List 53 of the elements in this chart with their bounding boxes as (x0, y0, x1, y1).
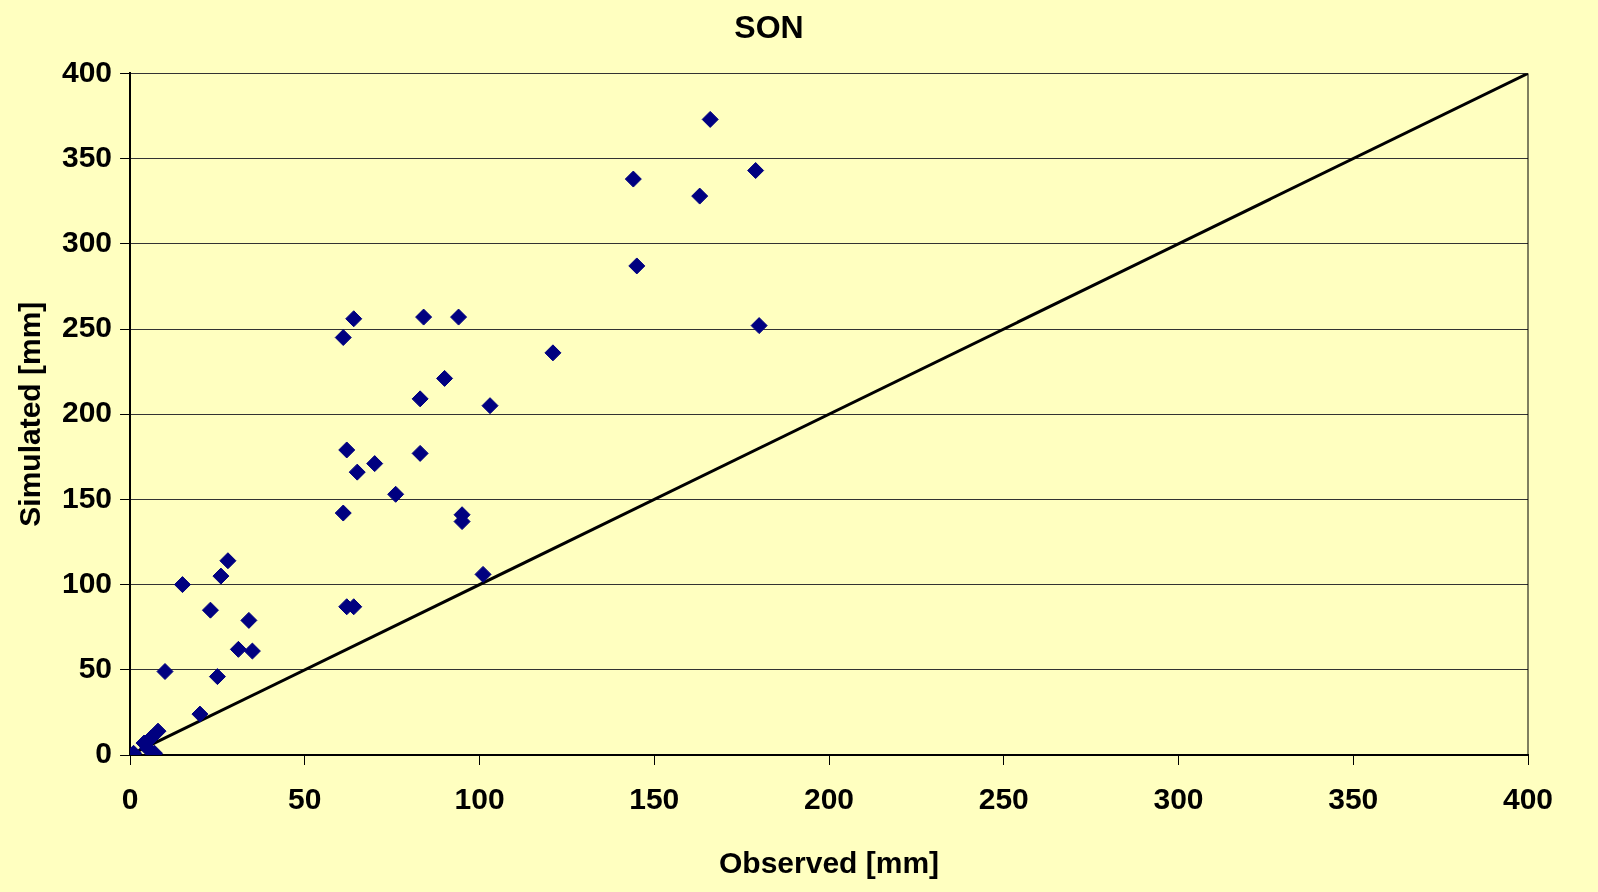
y-tick-label: 50 (78, 651, 113, 685)
point (345, 310, 363, 328)
y-tick-label: 400 (61, 54, 113, 88)
y-tick-label: 300 (61, 225, 113, 259)
point (544, 344, 562, 362)
y-tick-label: 100 (61, 565, 113, 599)
point (191, 705, 209, 723)
y-tick-label: 0 (95, 736, 113, 770)
y-tick-label: 350 (61, 139, 113, 173)
point (411, 444, 429, 462)
x-tick-label: 400 (1502, 782, 1554, 816)
point (481, 397, 499, 415)
point (624, 170, 642, 188)
point (208, 668, 226, 686)
point (243, 642, 261, 660)
point (691, 187, 709, 205)
x-tick-label: 100 (454, 782, 505, 816)
x-tick-label: 50 (288, 782, 322, 816)
x-axis-title: Observed [mm] (718, 846, 940, 880)
point (219, 552, 237, 570)
chart-title: SON (734, 9, 804, 46)
y-tick-label: 150 (61, 480, 113, 514)
y-tick-label: 200 (61, 395, 113, 429)
point (366, 455, 384, 473)
point (450, 308, 468, 326)
point (338, 441, 356, 459)
point (149, 722, 167, 740)
x-tick-label: 250 (978, 782, 1029, 816)
point (411, 390, 429, 408)
point (212, 567, 230, 585)
x-tick-label: 200 (804, 782, 855, 816)
point (387, 485, 405, 503)
point (240, 611, 258, 629)
point (334, 329, 352, 347)
point (201, 601, 219, 619)
point (415, 308, 433, 326)
point (701, 110, 719, 128)
point (436, 369, 454, 387)
point (474, 565, 492, 583)
x-tick-label: 300 (1153, 782, 1204, 816)
point (156, 663, 174, 680)
x-tick-label: 150 (629, 782, 680, 816)
y-tick-label: 250 (61, 310, 113, 344)
point (334, 504, 352, 522)
point (628, 257, 646, 275)
point (173, 576, 191, 594)
point (747, 162, 765, 180)
point (750, 317, 768, 335)
point (229, 640, 247, 658)
x-tick-label: 350 (1328, 782, 1379, 816)
y-axis-title: Simulated [mm] (13, 301, 47, 527)
x-tick-label: 0 (121, 782, 139, 816)
point (348, 463, 366, 481)
